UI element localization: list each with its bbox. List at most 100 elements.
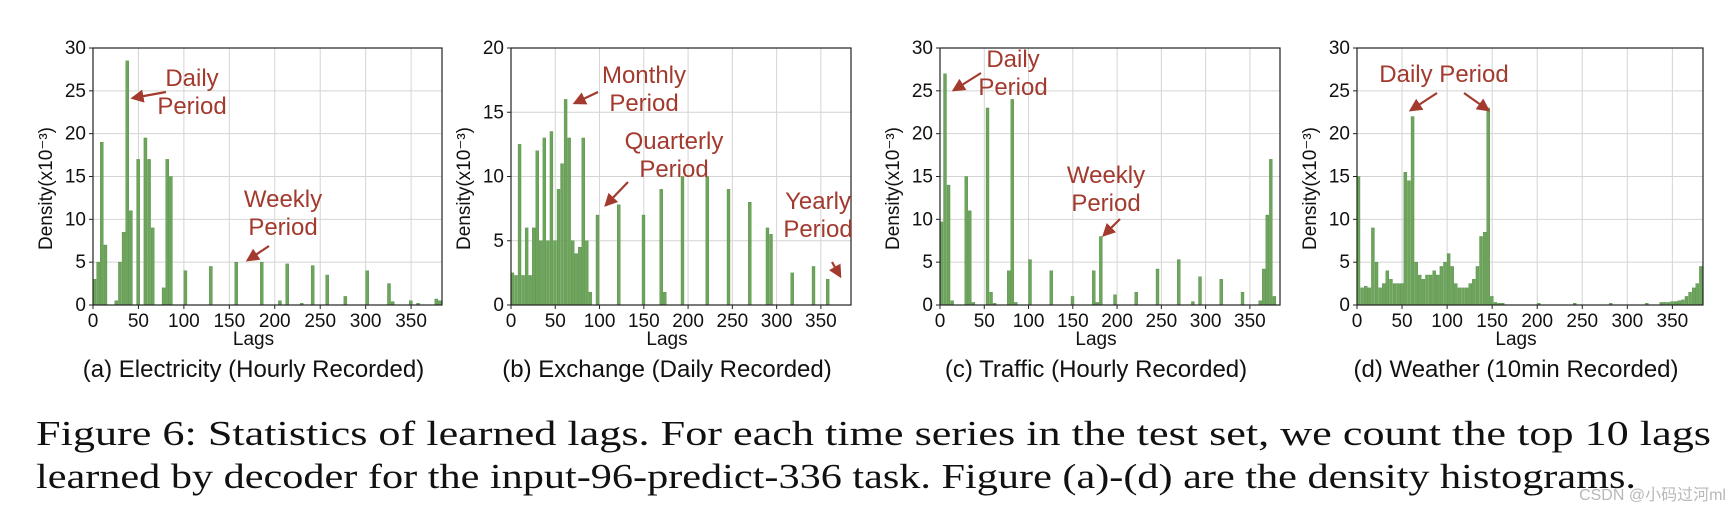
y-tick-label: 5 <box>1339 252 1350 273</box>
x-tick-label: 300 <box>350 311 382 332</box>
histogram-bar <box>1198 276 1202 306</box>
y-tick-label: 30 <box>65 38 86 59</box>
x-tick-label: 50 <box>1391 311 1412 332</box>
histogram-bar <box>325 274 329 306</box>
y-tick-label: 25 <box>912 81 933 102</box>
x-tick-label: 0 <box>1352 311 1363 332</box>
histogram-bar <box>1688 291 1692 306</box>
histogram-bar <box>563 99 568 306</box>
histogram-bar <box>1699 266 1703 306</box>
histogram-bar <box>118 261 122 306</box>
annotation-arrow <box>130 89 167 103</box>
histogram-bar <box>1049 270 1053 306</box>
histogram-bar <box>161 287 166 306</box>
histogram-bar <box>1262 268 1266 306</box>
histogram-bar <box>1265 214 1269 306</box>
histogram-bar <box>1392 283 1397 306</box>
histogram-bar <box>663 291 667 306</box>
x-tick-label: 250 <box>1566 311 1598 332</box>
y-tick-label: 25 <box>1329 81 1350 102</box>
histogram-bar <box>617 204 621 306</box>
histogram-bar <box>1258 300 1262 306</box>
histogram-bar <box>1367 287 1372 306</box>
histogram-bar <box>726 189 731 306</box>
histogram-bar <box>150 227 155 306</box>
y-tick-label: 20 <box>912 124 933 145</box>
histogram-bar <box>260 261 264 306</box>
y-tick-label: 0 <box>493 295 504 316</box>
histogram-bar <box>1482 231 1487 306</box>
histogram-bar <box>1464 287 1469 306</box>
histogram-bar <box>535 150 539 306</box>
histogram-bar <box>1418 274 1422 306</box>
y-tick-label: 15 <box>912 167 933 188</box>
histogram-bar <box>121 231 126 306</box>
period-annotation: Quarterly Period <box>625 128 724 183</box>
histogram-bar <box>1436 274 1440 306</box>
histogram-bar <box>1468 283 1472 306</box>
histogram-bar <box>1099 236 1103 306</box>
histogram-bar <box>125 60 129 306</box>
histogram-bar <box>1475 266 1480 306</box>
histogram-bar <box>950 300 954 306</box>
y-tick-label: 25 <box>65 81 86 102</box>
histogram-bar <box>1134 291 1138 306</box>
histogram-bar <box>1486 107 1490 306</box>
histogram-bar <box>790 272 794 306</box>
histogram-bar <box>514 275 518 306</box>
histogram-bar <box>826 279 830 306</box>
annotation-arrow <box>572 91 599 105</box>
histogram-bar <box>1446 253 1451 306</box>
histogram-bar <box>532 227 536 306</box>
histogram-bar <box>96 261 100 306</box>
y-tick-label: 30 <box>912 38 933 59</box>
panel-weather: 0 50 100 150 200 250 300 350 0 5 10 15 20 25 30 Lags Den… <box>1300 38 1704 383</box>
period-annotation: Monthly Period <box>602 62 686 117</box>
y-tick-label: 10 <box>912 209 933 230</box>
histogram-bar <box>964 176 968 306</box>
histogram-bar <box>1403 172 1408 306</box>
x-tick-label: 300 <box>761 311 793 332</box>
x-tick-label: 50 <box>974 311 995 332</box>
x-tick-label: 200 <box>1521 311 1553 332</box>
histogram-bar <box>521 275 525 306</box>
annotation-arrow <box>951 72 982 92</box>
x-tick-label: 200 <box>1101 311 1133 332</box>
histogram-bar <box>705 176 709 306</box>
x-tick-label: 200 <box>259 311 291 332</box>
x-tick-label: 200 <box>672 311 704 332</box>
histogram-bar <box>968 210 972 306</box>
histogram-bar <box>659 189 663 306</box>
y-tick-label: 10 <box>483 167 504 188</box>
histogram-bar <box>571 240 575 306</box>
y-tick-label: 10 <box>65 209 86 230</box>
histogram-bar <box>1269 159 1273 306</box>
histogram-bar <box>147 159 151 306</box>
y-axis-label: Density(x10⁻³) <box>1300 127 1321 250</box>
annotation-arrow <box>604 181 629 207</box>
histogram-bar <box>943 73 947 306</box>
histogram-bar <box>1439 266 1444 306</box>
histogram-bar <box>524 227 529 306</box>
histogram-bar <box>1371 227 1375 306</box>
x-tick-label: 50 <box>545 311 566 332</box>
histogram-bar <box>1177 259 1181 306</box>
histogram-bar <box>1364 285 1368 306</box>
histogram-bar <box>1360 287 1364 306</box>
x-tick-label: 0 <box>506 311 517 332</box>
histogram-bar <box>556 189 561 306</box>
period-annotation: Daily Period <box>978 46 1047 101</box>
histogram-bar <box>1092 270 1096 306</box>
histogram-bar <box>1681 299 1685 306</box>
histogram-bar <box>1378 287 1382 306</box>
period-annotation: Daily Period <box>1379 61 1508 88</box>
histogram-bar <box>1421 279 1426 306</box>
histogram-bar <box>1396 283 1400 306</box>
histogram-bar <box>1374 261 1379 306</box>
histogram-bar <box>1432 270 1436 306</box>
x-tick-label: 0 <box>88 311 99 332</box>
y-tick-label: 10 <box>1329 209 1350 230</box>
y-tick-label: 0 <box>922 295 933 316</box>
histogram-bar <box>769 234 773 306</box>
